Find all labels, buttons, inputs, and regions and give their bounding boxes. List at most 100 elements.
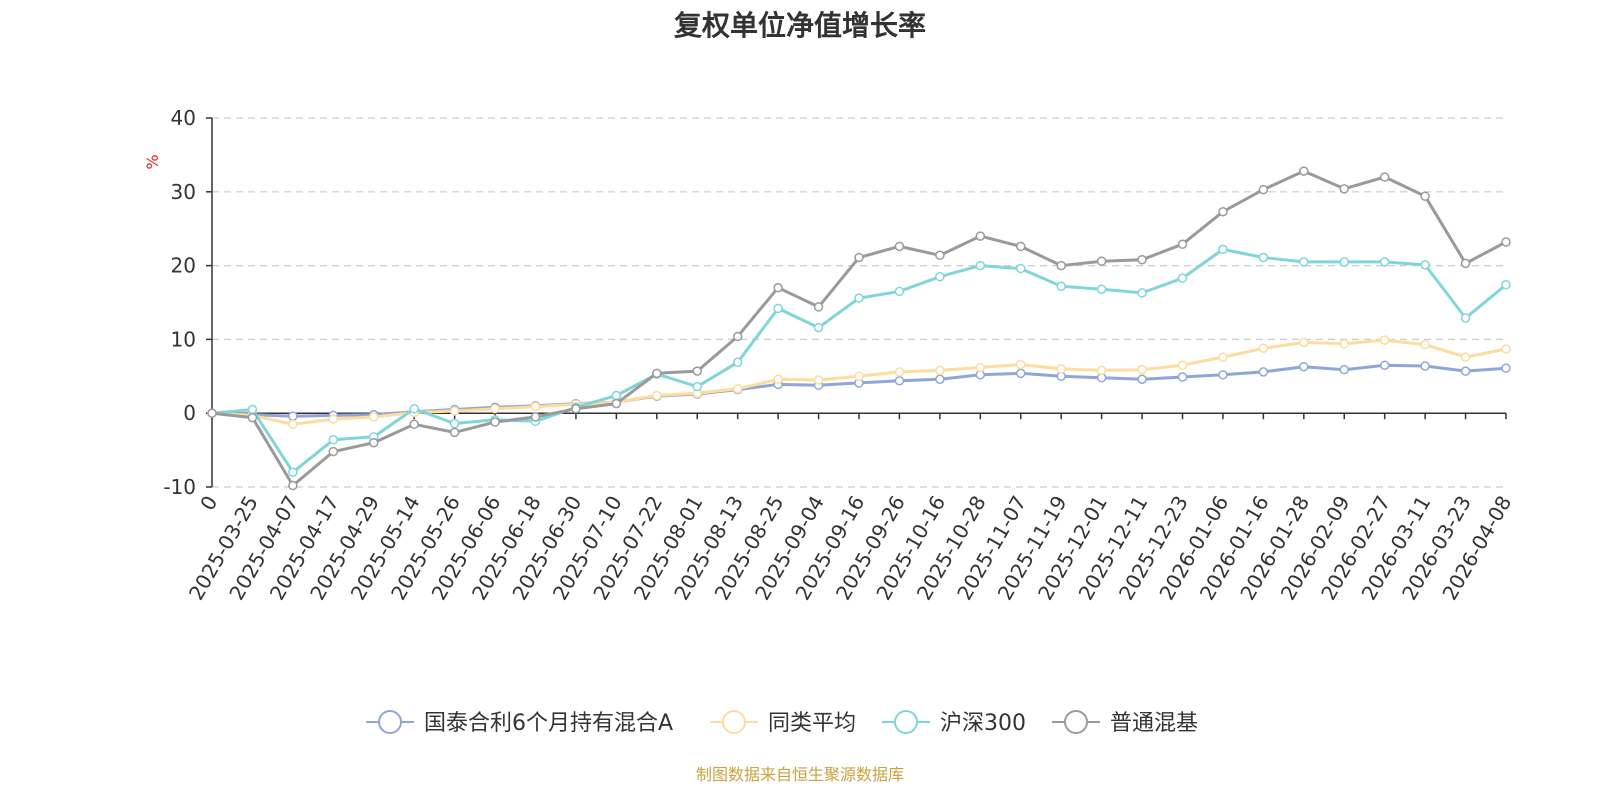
- y-tick-label: 20: [171, 254, 196, 278]
- data-point: [975, 362, 986, 373]
- legend-label: 国泰合利6个月持有混合A: [424, 711, 673, 736]
- data-point: [288, 411, 298, 421]
- data-point: [1339, 184, 1349, 194]
- data-point: [1379, 172, 1390, 182]
- data-point: [1339, 257, 1349, 267]
- data-point: [1379, 257, 1390, 267]
- data-point: [490, 417, 500, 427]
- data-point: [207, 408, 217, 418]
- legend-marker: [722, 710, 746, 734]
- data-point: [1016, 263, 1026, 274]
- data-point: [369, 412, 379, 422]
- data-point: [1096, 284, 1107, 294]
- data-point: [1218, 352, 1228, 362]
- data-point: [1379, 335, 1390, 345]
- data-point: [1299, 166, 1309, 176]
- legend-marker: [378, 710, 402, 734]
- data-point: [449, 427, 460, 438]
- data-point: [854, 371, 864, 382]
- data-point: [732, 384, 743, 394]
- legend-item-1[interactable]: 同类平均: [710, 710, 856, 736]
- data-point: [1016, 241, 1026, 252]
- data-point: [773, 282, 783, 293]
- data-point: [288, 419, 298, 430]
- data-point: [1218, 370, 1228, 380]
- data-point: [773, 374, 783, 385]
- data-point: [1177, 239, 1188, 249]
- data-point: [1299, 337, 1309, 348]
- data-point: [732, 357, 743, 368]
- data-point: [1218, 244, 1228, 255]
- data-point: [1501, 237, 1511, 247]
- source-note: 制图数据来自恒生聚源数据库: [696, 765, 904, 784]
- data-point: [449, 418, 460, 429]
- data-point: [1420, 191, 1430, 201]
- series-line-2: [211, 247, 1507, 474]
- data-point: [530, 412, 541, 422]
- data-point: [935, 365, 945, 376]
- data-point: [1299, 257, 1309, 267]
- series-line-3: [211, 169, 1507, 487]
- y-tick-label: 30: [171, 180, 196, 204]
- data-point: [894, 367, 905, 377]
- data-point: [1339, 339, 1349, 349]
- data-point: [652, 390, 662, 401]
- legend-item-2[interactable]: 沪深300: [882, 710, 1026, 736]
- data-point: [1460, 366, 1471, 376]
- data-point: [409, 404, 419, 414]
- data-point: [813, 302, 824, 312]
- data-point: [611, 398, 622, 409]
- data-point: [813, 375, 824, 385]
- data-point: [449, 406, 460, 416]
- legend-label: 沪深300: [940, 711, 1026, 736]
- data-point: [854, 252, 864, 263]
- tick-labels: -1001020304002025-03-252025-04-072025-04…: [163, 106, 1516, 604]
- legend-marker: [1064, 710, 1088, 734]
- legend-item-3[interactable]: 普通混基: [1052, 710, 1198, 736]
- series-1: [207, 335, 1511, 430]
- data-point: [1258, 343, 1269, 354]
- y-tick-label: 0: [183, 401, 196, 425]
- data-point: [1299, 361, 1309, 372]
- data-point: [1056, 281, 1066, 292]
- data-point: [1339, 364, 1349, 375]
- data-point: [328, 414, 339, 424]
- data-point: [1420, 260, 1430, 270]
- data-point: [369, 437, 379, 448]
- data-point: [692, 381, 702, 392]
- data-point: [1460, 313, 1471, 323]
- y-tick-label: 40: [171, 106, 196, 130]
- chart-title: 复权单位净值增长率: [673, 9, 926, 42]
- data-point: [935, 271, 945, 282]
- data-point: [1016, 368, 1026, 379]
- data-point: [409, 419, 419, 430]
- data-point: [1096, 365, 1107, 376]
- y-axis-unit-label: %: [143, 154, 162, 169]
- data-point: [530, 401, 541, 412]
- data-point: [490, 404, 500, 414]
- data-point: [1501, 344, 1511, 354]
- data-point: [1460, 352, 1471, 362]
- data-point: [288, 480, 298, 491]
- data-point: [1258, 367, 1269, 377]
- data-point: [288, 467, 298, 477]
- data-point: [732, 331, 743, 342]
- data-point: [571, 404, 581, 414]
- data-point: [1056, 364, 1066, 374]
- data-point: [611, 390, 622, 401]
- data-point: [1016, 359, 1026, 370]
- series-2: [207, 244, 1511, 477]
- legend-item-0[interactable]: 国泰合利6个月持有混合A: [366, 710, 673, 736]
- data-point: [1460, 258, 1471, 269]
- data-point: [652, 368, 662, 379]
- data-point: [1379, 360, 1390, 370]
- data-point: [854, 293, 864, 303]
- data-point: [1177, 372, 1188, 382]
- data-point: [1177, 360, 1188, 370]
- data-point: [1501, 363, 1511, 373]
- legend-marker: [894, 710, 918, 734]
- data-point: [813, 322, 824, 333]
- data-point: [1218, 206, 1228, 217]
- data-point: [692, 366, 702, 376]
